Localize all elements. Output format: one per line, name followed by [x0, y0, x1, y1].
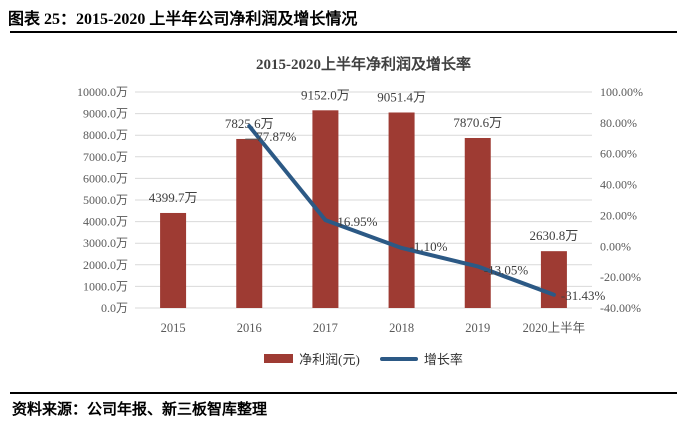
legend-item-net-profit: 净利润(元) [264, 349, 360, 368]
y-axis-tick-label: 4000.0万 [83, 215, 128, 229]
caption-divider [10, 31, 677, 33]
x-axis-category-label: 2020上半年 [523, 321, 586, 335]
y2-axis-tick-label: -20.00% [600, 270, 641, 284]
y2-axis-tick-label: 100.00% [600, 85, 643, 99]
y-axis-tick-label: 7000.0万 [83, 150, 128, 164]
line-value-label: 77.87% [256, 129, 296, 144]
net-profit-bar [160, 212, 187, 308]
x-axis-category-label: 2019 [465, 321, 490, 335]
line-value-label: -31.43% [561, 288, 606, 303]
y-axis-tick-label: 0.0万 [101, 301, 128, 315]
growth-rate-line [247, 124, 556, 297]
y-axis-tick-label: 1000.0万 [83, 279, 128, 293]
legend-label-net-profit: 净利润(元) [299, 352, 360, 367]
line-value-label: -13.05% [484, 262, 529, 277]
net-profit-bar [540, 251, 567, 308]
x-axis-category-label: 2016 [237, 321, 262, 335]
source-divider [10, 392, 677, 394]
y-axis-tick-label: 5000.0万 [83, 193, 128, 207]
chart-legend: 净利润(元) 增长率 [135, 349, 592, 368]
y-axis-tick-label: 8000.0万 [83, 128, 128, 142]
y2-axis-tick-label: 40.00% [600, 178, 637, 192]
y-axis-tick-label: 2000.0万 [83, 258, 128, 272]
bar-value-label: 4399.7万 [149, 190, 198, 205]
y-axis-tick-label: 3000.0万 [83, 236, 128, 250]
net-profit-bar [464, 137, 491, 308]
line-value-label: 16.95% [337, 214, 377, 229]
source-note: 资料来源：公司年报、新三板智库整理 [12, 402, 268, 418]
chart-title: 2015-2020上半年净利润及增长率 [256, 57, 471, 73]
bar-series-swatch-icon [264, 354, 294, 363]
y2-axis-tick-label: -40.00% [600, 301, 641, 315]
x-axis-category-label: 2017 [313, 321, 338, 335]
y2-axis-tick-label: 0.00% [600, 239, 631, 253]
line-value-label: -1.10% [410, 239, 448, 254]
legend-item-growth-rate: 增长率 [379, 349, 463, 368]
x-axis-category-label: 2018 [389, 321, 414, 335]
bar-value-label: 7825.6万 [225, 116, 274, 131]
net-profit-bar [236, 138, 263, 308]
figure-caption: 图表 25：2015-2020 上半年公司净利润及增长情况 [8, 11, 358, 28]
net-profit-bar [388, 112, 415, 308]
y2-axis-tick-label: 60.00% [600, 147, 637, 161]
y2-axis-tick-label: 80.00% [600, 116, 637, 130]
x-axis-category-label: 2015 [161, 321, 186, 335]
y2-axis-tick-label: 20.00% [600, 208, 637, 222]
bar-value-label: 9051.4万 [377, 89, 426, 104]
y-axis-tick-label: 9000.0万 [83, 107, 128, 121]
bar-value-label: 7870.6万 [453, 115, 502, 130]
y-axis-tick-label: 6000.0万 [83, 171, 128, 185]
bar-value-label: 2630.8万 [530, 228, 579, 243]
legend-label-growth-rate: 增长率 [423, 352, 463, 367]
line-series-swatch-icon [379, 356, 418, 361]
y-axis-tick-label: 10000.0万 [77, 85, 128, 99]
bar-value-label: 9152.0万 [301, 87, 350, 102]
